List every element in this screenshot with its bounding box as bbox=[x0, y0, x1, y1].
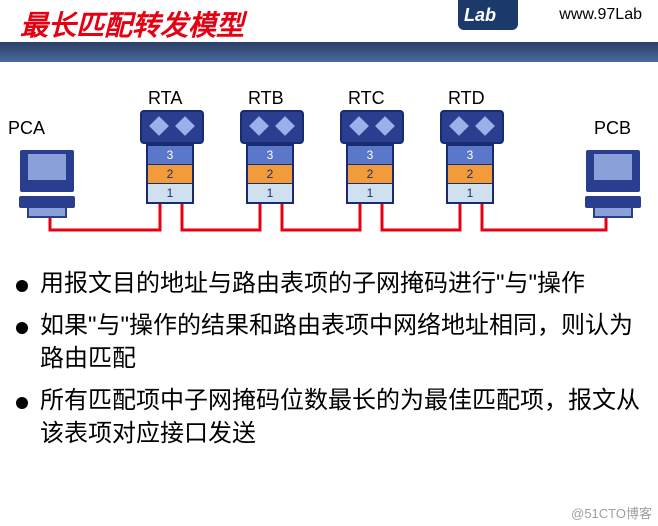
bullet-item: 用报文目的地址与路由表项的子网掩码进行"与"操作 bbox=[10, 268, 650, 300]
router-port-3: 3 bbox=[248, 146, 292, 164]
router-port-2: 2 bbox=[248, 164, 292, 183]
pc-label: PCA bbox=[8, 118, 45, 139]
pc-icon bbox=[14, 150, 80, 206]
router-icon: 321 bbox=[440, 110, 500, 204]
router-label: RTA bbox=[148, 88, 182, 109]
router-port-1: 1 bbox=[448, 183, 492, 202]
lab-badge: Lab bbox=[458, 0, 518, 30]
router-port-1: 1 bbox=[248, 183, 292, 202]
router-port-2: 2 bbox=[348, 164, 392, 183]
router-icon: 321 bbox=[240, 110, 300, 204]
header-band bbox=[0, 42, 658, 62]
bullet-item: 如果"与"操作的结果和路由表项中网络地址相同，则认为路由匹配 bbox=[10, 310, 650, 375]
router-port-3: 3 bbox=[348, 146, 392, 164]
router-port-2: 2 bbox=[148, 164, 192, 183]
router-label: RTC bbox=[348, 88, 385, 109]
router-port-3: 3 bbox=[148, 146, 192, 164]
router-icon: 321 bbox=[140, 110, 200, 204]
router-port-1: 1 bbox=[348, 183, 392, 202]
pc-icon bbox=[580, 150, 646, 206]
router-label: RTB bbox=[248, 88, 284, 109]
router-label: RTD bbox=[448, 88, 485, 109]
router-port-3: 3 bbox=[448, 146, 492, 164]
router-port-2: 2 bbox=[448, 164, 492, 183]
bullet-list: 用报文目的地址与路由表项的子网掩码进行"与"操作如果"与"操作的结果和路由表项中… bbox=[10, 268, 650, 460]
router-port-1: 1 bbox=[148, 183, 192, 202]
page-title: 最长匹配转发模型 bbox=[20, 4, 244, 44]
router-icon: 321 bbox=[340, 110, 400, 204]
source-url: www.97Lab bbox=[559, 6, 642, 24]
watermark: @51CTO博客 bbox=[571, 503, 652, 522]
network-diagram: PCAPCBRTA321RTB321RTC321RTD321 bbox=[0, 62, 658, 252]
pc-label: PCB bbox=[594, 118, 631, 139]
wire-layer bbox=[0, 62, 658, 252]
bullet-item: 所有匹配项中子网掩码位数最长的为最佳匹配项，报文从该表项对应接口发送 bbox=[10, 385, 650, 450]
header: 最长匹配转发模型 Lab www.97Lab bbox=[0, 0, 658, 48]
